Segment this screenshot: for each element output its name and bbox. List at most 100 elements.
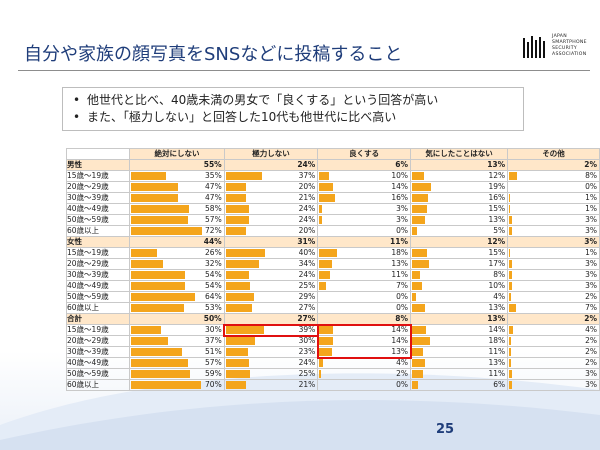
value-label: 54% bbox=[205, 270, 222, 280]
value-cell: 32% bbox=[129, 258, 225, 270]
value-bar bbox=[412, 348, 423, 356]
value-label: 7% bbox=[585, 303, 597, 313]
value-label: 24% bbox=[298, 215, 316, 225]
value-bar bbox=[412, 326, 426, 334]
group-value-cell: 13% bbox=[409, 159, 509, 171]
page-number: 25 bbox=[436, 422, 455, 437]
value-bar bbox=[412, 370, 423, 378]
value-cell: 0% bbox=[317, 291, 411, 303]
value-cell: 54% bbox=[129, 280, 225, 292]
value-bar bbox=[319, 183, 334, 191]
table-row: 20歳～29歳 47% 20% 14% 19% 0% bbox=[65, 181, 600, 193]
group-row: 合計 50% 27% 8% 13% 2% bbox=[65, 313, 600, 325]
value-cell: 3% bbox=[317, 203, 411, 215]
value-bar bbox=[509, 172, 518, 180]
value-cell: 23% bbox=[223, 346, 319, 358]
value-bar bbox=[319, 337, 334, 345]
value-bar bbox=[131, 293, 195, 301]
value-label: 24% bbox=[298, 270, 316, 280]
value-label: 6% bbox=[395, 160, 408, 170]
value-label: 13% bbox=[487, 314, 506, 324]
group-value-cell: 24% bbox=[223, 159, 319, 171]
value-bar bbox=[225, 381, 247, 389]
value-label: 19% bbox=[488, 182, 506, 192]
column-header: 気にしたことはない bbox=[409, 148, 509, 160]
value-bar bbox=[412, 194, 428, 202]
value-cell: 37% bbox=[223, 170, 319, 182]
group-value-cell: 11% bbox=[317, 236, 411, 248]
value-label: 50% bbox=[203, 314, 222, 324]
value-cell: 30% bbox=[223, 335, 319, 347]
value-label: 7% bbox=[396, 281, 408, 291]
value-cell: 3% bbox=[507, 258, 600, 270]
results-grid: 絶対にしない 極力しない 良くする 気にしたことはない その他 男性 55% 24% 6% 13%… bbox=[65, 148, 600, 391]
value-label: 14% bbox=[488, 325, 506, 335]
value-label: 1% bbox=[585, 204, 597, 214]
table-row: 40歳～49歳 57% 24% 4% 13% 2% bbox=[65, 357, 600, 369]
value-cell: 13% bbox=[409, 357, 509, 369]
column-header: 良くする bbox=[317, 148, 411, 160]
title-divider bbox=[18, 70, 590, 71]
value-bar bbox=[131, 194, 178, 202]
value-bar bbox=[412, 216, 425, 224]
value-cell: 13% bbox=[317, 258, 411, 270]
value-label: 20% bbox=[298, 182, 316, 192]
value-bar bbox=[412, 293, 416, 301]
value-label: 54% bbox=[205, 281, 222, 291]
value-label: 37% bbox=[205, 336, 222, 346]
group-value-cell: 13% bbox=[409, 313, 509, 325]
value-cell: 12% bbox=[409, 170, 509, 182]
value-label: 3% bbox=[584, 237, 597, 247]
value-cell: 3% bbox=[507, 269, 600, 281]
summary-bullet: 他世代と比べ、40歳未満の男女で「良くする」という回答が高い bbox=[73, 92, 513, 109]
logo-line: ASSOCIATION bbox=[552, 52, 587, 57]
value-cell: 39% bbox=[223, 324, 319, 336]
value-label: 3% bbox=[585, 259, 597, 269]
value-bar bbox=[225, 183, 246, 191]
value-label: 2% bbox=[396, 369, 408, 379]
value-cell: 0% bbox=[507, 181, 600, 193]
value-label: 3% bbox=[396, 215, 408, 225]
row-label: 60歳以上 bbox=[65, 302, 131, 314]
value-cell: 7% bbox=[507, 302, 600, 314]
value-label: 30% bbox=[205, 325, 222, 335]
value-label: 24% bbox=[297, 160, 316, 170]
row-label: 15歳～19歳 bbox=[65, 170, 131, 182]
value-label: 47% bbox=[205, 193, 222, 203]
row-label: 40歳～49歳 bbox=[65, 280, 131, 292]
value-label: 26% bbox=[205, 248, 222, 258]
value-label: 47% bbox=[205, 182, 222, 192]
value-label: 24% bbox=[298, 204, 316, 214]
table-row: 60歳以上 70% 21% 0% 6% 3% bbox=[65, 379, 600, 391]
value-label: 11% bbox=[391, 270, 408, 280]
value-cell: 1% bbox=[507, 203, 600, 215]
value-cell: 26% bbox=[129, 247, 225, 259]
value-bar bbox=[225, 227, 246, 235]
value-label: 55% bbox=[203, 160, 222, 170]
value-cell: 3% bbox=[507, 214, 600, 226]
value-label: 11% bbox=[488, 347, 506, 357]
value-bar bbox=[509, 370, 513, 378]
column-header: 絶対にしない bbox=[129, 148, 225, 160]
group-row: 女性 44% 31% 11% 12% 3% bbox=[65, 236, 600, 248]
value-cell: 15% bbox=[409, 247, 509, 259]
value-bar bbox=[131, 271, 185, 279]
group-label: 合計 bbox=[65, 313, 131, 325]
table-row: 30歳～39歳 47% 21% 16% 16% 1% bbox=[65, 192, 600, 204]
value-cell: 18% bbox=[409, 335, 509, 347]
value-cell: 14% bbox=[409, 324, 509, 336]
value-label: 53% bbox=[205, 303, 222, 313]
jssa-logo: JAPAN SMARTPHONE SECURITY ASSOCIATION bbox=[522, 32, 590, 66]
value-cell: 2% bbox=[507, 357, 600, 369]
table-row: 30歳～39歳 51% 23% 13% 11% 2% bbox=[65, 346, 600, 358]
row-label: 50歳～59歳 bbox=[65, 214, 131, 226]
value-cell: 20% bbox=[223, 225, 319, 237]
value-bar bbox=[509, 282, 513, 290]
value-bar bbox=[412, 271, 420, 279]
value-bar bbox=[319, 370, 322, 378]
table-row: 60歳以上 72% 20% 0% 5% 3% bbox=[65, 225, 600, 237]
value-bar bbox=[319, 326, 334, 334]
summary-box: 他世代と比べ、40歳未満の男女で「良くする」という回答が高い また、「極力しない… bbox=[62, 87, 524, 131]
value-bar bbox=[509, 249, 511, 257]
